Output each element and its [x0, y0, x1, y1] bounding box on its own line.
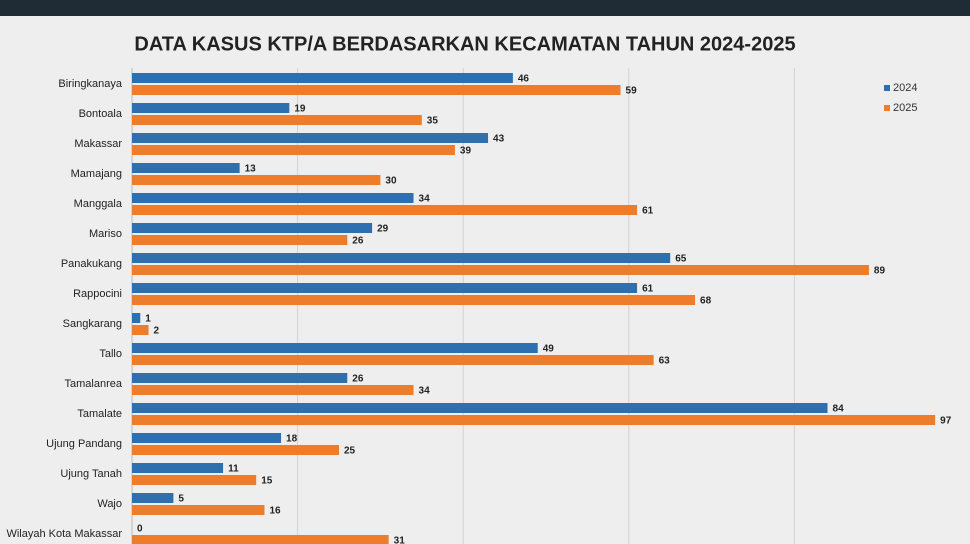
value-label: 68	[700, 296, 712, 307]
bar	[132, 433, 282, 443]
value-label: 25	[344, 446, 356, 457]
category-label: Mariso	[89, 228, 122, 240]
category-label: Wilayah Kota Makassar	[6, 528, 122, 540]
value-label: 5	[178, 494, 184, 505]
bar	[132, 373, 348, 383]
value-label: 61	[642, 284, 654, 295]
category-label: Tamalanrea	[65, 378, 123, 390]
legend-swatch	[884, 85, 890, 91]
bar	[132, 325, 149, 335]
bar	[132, 175, 381, 185]
bar	[132, 505, 265, 515]
bar	[132, 145, 455, 155]
category-label: Ujung Pandang	[46, 438, 122, 450]
bar	[132, 115, 422, 125]
bar	[132, 133, 489, 143]
category-label: Rappocini	[73, 288, 122, 300]
value-label: 65	[675, 254, 687, 265]
value-label: 2	[154, 326, 160, 337]
bar	[132, 253, 671, 263]
bar	[132, 265, 869, 275]
bar	[132, 343, 538, 353]
value-label: 26	[352, 374, 364, 385]
value-label: 46	[518, 74, 530, 85]
category-label: Panakukang	[61, 258, 122, 270]
bar	[132, 205, 638, 215]
bar	[132, 193, 414, 203]
legend-swatch	[884, 105, 890, 111]
value-label: 15	[261, 476, 273, 487]
value-label: 34	[419, 386, 431, 397]
value-label: 89	[874, 266, 886, 277]
value-label: 29	[377, 224, 389, 235]
bar	[132, 313, 141, 323]
bar	[132, 223, 373, 233]
bar	[132, 235, 348, 245]
category-label: Sangkarang	[63, 318, 122, 330]
value-label: 97	[940, 416, 952, 427]
chart-title: DATA KASUS KTP/A BERDASARKAN KECAMATAN T…	[134, 33, 795, 55]
bar	[132, 445, 339, 455]
bar	[132, 415, 936, 425]
category-label: Ujung Tanah	[60, 468, 122, 480]
legend-label: 2025	[893, 102, 917, 114]
value-label: 30	[385, 176, 397, 187]
bar	[132, 385, 414, 395]
category-label: Biringkanaya	[58, 78, 122, 90]
value-label: 59	[626, 86, 638, 97]
value-label: 34	[419, 194, 431, 205]
value-label: 13	[245, 164, 257, 175]
bar	[132, 163, 240, 173]
bar	[132, 73, 513, 83]
value-label: 84	[833, 404, 845, 415]
value-label: 26	[352, 236, 364, 247]
value-label: 49	[543, 344, 555, 355]
value-label: 1	[145, 314, 151, 325]
category-label: Wajo	[97, 498, 122, 510]
value-label: 19	[294, 104, 306, 115]
value-label: 39	[460, 146, 472, 157]
category-label: Tallo	[99, 348, 122, 360]
value-label: 0	[137, 524, 143, 535]
bar	[132, 355, 654, 365]
value-label: 61	[642, 206, 654, 217]
value-label: 43	[493, 134, 505, 145]
bar	[132, 295, 696, 305]
category-label: Makassar	[74, 138, 122, 150]
bar	[132, 493, 174, 503]
category-label: Manggala	[74, 198, 123, 210]
value-label: 18	[286, 434, 298, 445]
bar	[132, 103, 290, 113]
bar	[132, 403, 828, 413]
bar	[132, 475, 257, 485]
legend-label: 2024	[893, 82, 917, 94]
value-label: 63	[659, 356, 671, 367]
value-label: 31	[394, 536, 406, 544]
top-bar	[0, 0, 970, 16]
category-label: Bontoala	[79, 108, 123, 120]
category-label: Tamalate	[77, 408, 122, 420]
category-label: Mamajang	[71, 168, 122, 180]
value-label: 35	[427, 116, 439, 127]
value-label: 16	[269, 506, 281, 517]
value-label: 11	[228, 464, 239, 475]
bar	[132, 463, 224, 473]
bar	[132, 535, 389, 544]
bar	[132, 283, 638, 293]
plot: Biringkanaya 46 59 Bontoala 19 35 Makassar 43 39…	[6, 68, 952, 544]
bar	[132, 85, 621, 95]
